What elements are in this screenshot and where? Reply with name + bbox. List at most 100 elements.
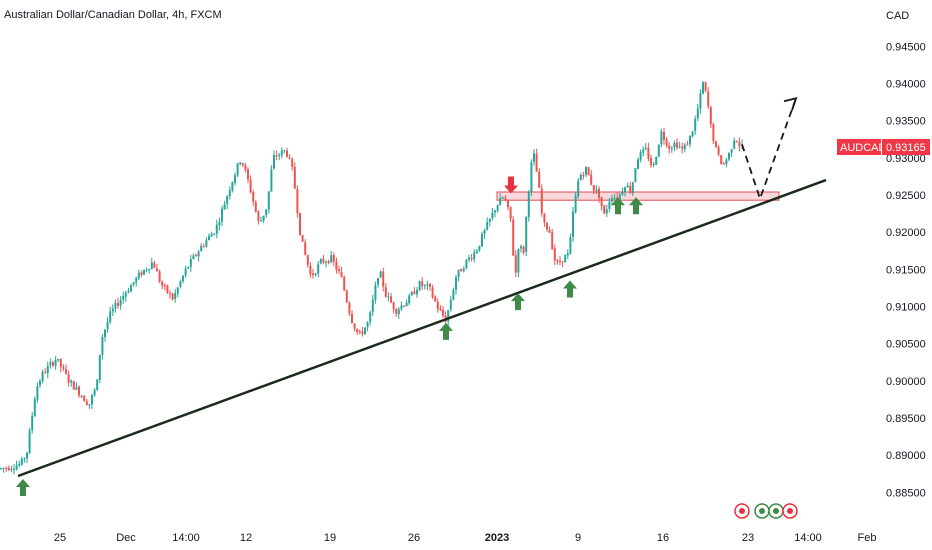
candle-body [559,260,561,262]
flash-icon[interactable] [734,503,750,519]
candle-body [397,309,400,315]
candle-body [205,240,208,247]
candle-body [231,182,234,191]
candle-body [127,291,130,293]
candle-body [163,285,166,287]
candle-body [239,162,242,164]
candle-body [223,204,226,210]
candle-body [509,206,512,219]
candle-body [46,366,49,374]
candle-body [517,249,520,273]
candle-body [678,146,681,148]
candle-body [686,144,689,146]
candle-body [137,272,140,279]
candle-body [96,379,99,391]
candle-body [465,259,468,269]
candle-body [283,150,286,152]
candle-body [244,165,247,170]
earnings-icon[interactable] [768,503,784,519]
currency-label: CAD [886,10,909,22]
candle-body [707,91,710,107]
y-tick-label: 0.92000 [886,227,926,239]
candle-body [421,281,424,287]
x-tick-label: 16 [657,532,669,544]
candle-body [182,275,184,282]
candle-body [135,277,138,283]
candle-body [548,230,551,233]
candle-body [351,313,353,323]
canada-flag-icon[interactable] [782,503,798,519]
economy-icon[interactable] [754,503,770,519]
candle-body [67,374,70,383]
candle-body [114,302,117,309]
candle-body [733,140,736,149]
candle-body [306,255,309,266]
event-icons[interactable] [734,503,798,519]
candle-body [527,191,530,218]
candle-body [28,430,31,453]
candle-body [119,300,122,306]
candle-body [696,108,699,119]
candle-body [382,271,385,287]
candle-body [26,452,28,459]
candle-body [197,251,200,257]
candle-body [0,468,2,470]
candle-body [410,292,413,296]
candle-body [535,153,538,172]
candle-body [208,235,210,240]
up-arrow-icon [439,322,453,340]
time-axis[interactable]: 25 Dec 14:00 12 19 26 2023 9 16 23 14:00 Feb [54,532,877,544]
candle-body [278,154,281,156]
candle-body [202,246,205,247]
candle-body [226,196,229,205]
candle-body [286,150,288,157]
candle-body [595,189,598,192]
candle-body [587,167,590,176]
candle-body [644,148,647,150]
y-tick-label: 0.90500 [886,339,926,351]
candle-body [213,233,216,235]
candle-body [712,124,715,142]
candle-body [80,396,83,397]
candle-body [23,458,26,460]
price-axis[interactable]: 0.94500 0.94000 0.93500 0.93000 0.92500 0.920… [886,41,926,499]
candle-body [270,169,273,192]
candle-body [78,386,80,396]
candle-body [15,465,18,470]
candle-body [358,331,361,333]
candle-body [434,296,437,302]
candle-body [413,291,416,295]
candle-body [200,245,203,252]
candle-body [468,257,470,260]
candle-body [543,213,546,223]
candle-body [174,293,177,300]
candle-body [260,220,262,222]
candle-body [494,210,496,213]
resistance-zone-rect[interactable] [496,191,780,201]
candle-body [691,131,694,137]
candle-body [546,222,548,230]
x-tick-label: 2023 [485,532,509,544]
candle-body [738,142,741,147]
candle-body [153,262,156,268]
candle-body [366,322,369,328]
candle-body [553,248,556,261]
candle-body [564,254,567,263]
candle-body [296,189,299,214]
candle-body [150,262,153,269]
symbol-badge-text: AUDCAD [840,142,887,154]
candle-body [124,292,127,297]
candle-body [390,296,392,303]
trendline-layer[interactable] [17,178,827,478]
forecast-path[interactable] [741,97,797,202]
resistance-zone[interactable] [496,191,780,201]
support-trendline[interactable] [17,178,827,478]
forecast-layer[interactable] [741,97,798,202]
candle-body [369,312,372,322]
candle-body [436,301,439,310]
candle-body [403,305,405,307]
candle-body [371,299,374,313]
candle-body [210,234,213,237]
y-tick-label: 0.91500 [886,264,926,276]
